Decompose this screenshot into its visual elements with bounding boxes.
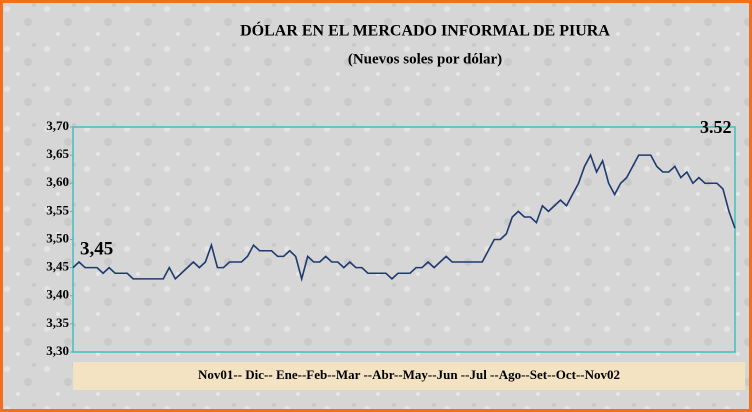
y-tick-label: 3,40 (46, 287, 69, 302)
y-tick-label: 3,30 (46, 343, 69, 358)
annotation: 3,45 (80, 238, 113, 259)
y-tick-label: 3,35 (46, 315, 69, 330)
y-tick-label: 3,65 (46, 146, 69, 161)
y-tick-label: 3,50 (46, 230, 69, 245)
annotation: 3.52 (700, 117, 732, 137)
y-tick-label: 3,60 (46, 174, 69, 189)
y-tick-label: 3,45 (46, 259, 69, 274)
line (72, 153, 736, 282)
x-label-band (73, 362, 745, 390)
x-axis-label: Nov01-- Dic-- Ene--Feb--Mar --Abr--May--… (198, 367, 620, 382)
y-tick-label: 3,55 (46, 202, 69, 217)
chart-title: DÓLAR EN EL MERCADO INFORMAL DE PIURA (240, 21, 610, 40)
y-tick-label: 3,70 (46, 118, 69, 133)
chart-subtitle: (Nuevos soles por dólar) (348, 51, 502, 67)
